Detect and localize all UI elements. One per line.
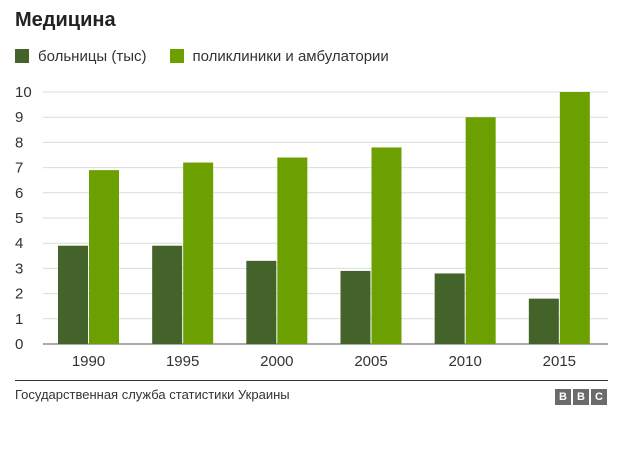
bar-hospitals — [152, 245, 183, 344]
y-tick-label: 10 — [15, 84, 32, 101]
legend-label-clinics: поликлиники и амбулатории — [192, 47, 389, 65]
bbc-logo: B B C — [555, 389, 609, 405]
y-tick-label: 2 — [15, 286, 23, 303]
y-tick-label: 0 — [15, 336, 23, 353]
y-tick-label: 7 — [15, 160, 23, 177]
x-tick-label: 2005 — [354, 353, 387, 370]
bar-hospitals — [246, 260, 277, 344]
bar-hospitals — [340, 270, 371, 344]
x-tick-label: 2000 — [260, 353, 293, 370]
legend-item-clinics: поликлиники и амбулатории — [169, 47, 389, 65]
bar-clinics — [89, 170, 119, 344]
bar-hospitals — [58, 245, 88, 344]
bar-hospitals — [434, 273, 465, 344]
chart-title: Медицина — [15, 9, 116, 31]
bar-hospitals — [528, 298, 559, 344]
x-tick-label: 1995 — [166, 353, 199, 370]
bar-clinics — [465, 117, 496, 344]
bbc-logo-letter: B — [555, 389, 571, 405]
x-tick-label: 2010 — [448, 353, 481, 370]
y-tick-label: 4 — [15, 235, 23, 252]
bar-chart: 0 1 2 3 4 5 6 7 8 9 10 1990 1995 2000 2005 2010 2015 — [15, 84, 608, 370]
x-tick-label: 2015 — [543, 353, 576, 370]
y-tick-label: 5 — [15, 210, 23, 227]
footer-divider — [15, 380, 608, 381]
y-tick-label: 9 — [15, 109, 23, 126]
legend: больницы (тыс) поликлиники и амбулатории — [15, 45, 412, 67]
y-tick-label: 6 — [15, 185, 23, 202]
bar-clinics — [183, 162, 214, 344]
x-tick-label: 1990 — [72, 353, 105, 370]
legend-swatch-clinics — [169, 49, 184, 63]
y-tick-label: 1 — [15, 311, 23, 328]
source-note: Государственная служба статистики Украин… — [15, 387, 290, 402]
legend-swatch-hospitals — [15, 49, 29, 63]
bar-clinics — [277, 157, 308, 344]
bar-clinics — [559, 92, 590, 344]
y-tick-label: 3 — [15, 260, 23, 277]
bar-clinics — [371, 147, 402, 344]
legend-item-hospitals: больницы (тыс) — [15, 48, 147, 65]
bbc-logo-letter: B — [573, 389, 589, 405]
y-tick-label: 8 — [15, 134, 23, 151]
bbc-logo-letter: C — [591, 389, 607, 405]
legend-label-hospitals: больницы (тыс) — [38, 47, 147, 65]
